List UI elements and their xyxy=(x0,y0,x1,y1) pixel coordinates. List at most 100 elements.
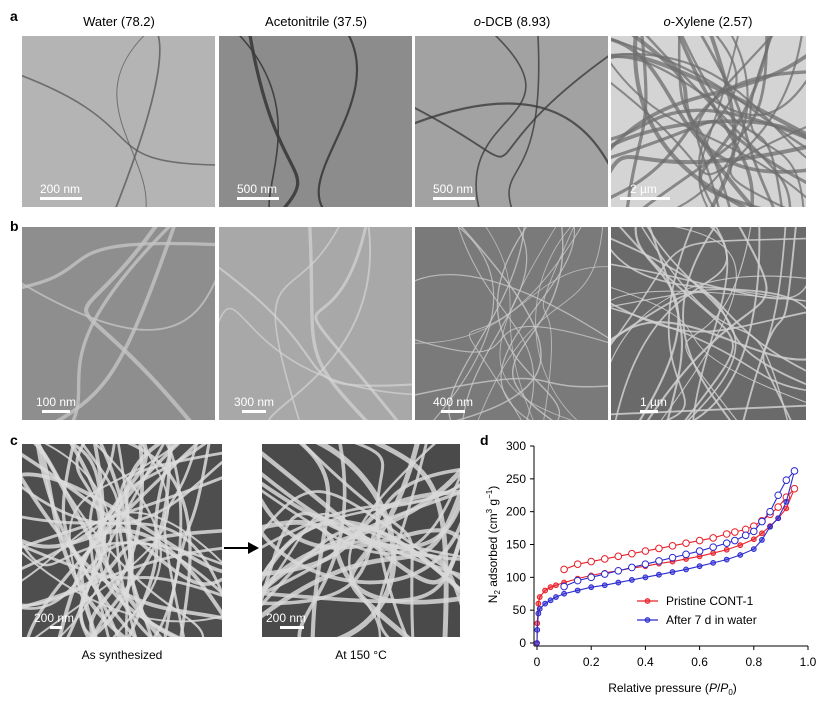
scale-bar-c-as-synthesized: 200 nm xyxy=(34,611,74,629)
series-1-adsorption-point xyxy=(767,523,773,530)
fiber xyxy=(22,241,215,289)
fiber xyxy=(611,145,806,174)
series-0-desorption-point xyxy=(560,565,568,574)
series-1-adsorption-point xyxy=(642,574,649,581)
fiber xyxy=(262,520,460,585)
y-tick-label: 300 xyxy=(506,439,526,453)
panel-label-a: a xyxy=(10,8,18,24)
x-tick-label: 0.6 xyxy=(691,655,708,669)
scale-bar-label: 500 nm xyxy=(433,182,474,196)
fiber xyxy=(742,227,797,420)
series-0-desorption-point xyxy=(641,547,650,555)
fiber xyxy=(348,444,437,637)
fiber xyxy=(79,444,166,637)
series-1-adsorption-point xyxy=(656,571,662,578)
fiber xyxy=(485,227,534,420)
series-0-desorption-point xyxy=(731,528,739,536)
legend-marker xyxy=(644,617,651,623)
fiber xyxy=(475,36,527,207)
series-1-desorption-point xyxy=(766,507,774,516)
fiber xyxy=(634,227,680,420)
series-1-desorption-point xyxy=(731,536,739,545)
isotherm-chart: 0 0.2 0.4 0.6 0.8 1.0 0 50 100 150 200 250 300 Relati… xyxy=(485,439,817,697)
series-1-adsorption-point xyxy=(536,605,543,612)
scale-bar-label: 200 nm xyxy=(266,611,307,625)
fiber xyxy=(94,444,162,637)
fiber xyxy=(262,473,460,555)
fiber xyxy=(468,227,582,420)
panel-label-c: c xyxy=(10,432,18,448)
title-text: -Xylene (2.57) xyxy=(670,14,753,29)
fiber xyxy=(692,227,729,420)
series-1-desorption-point xyxy=(741,531,750,540)
x-tick-label: 0.2 xyxy=(583,655,600,669)
fiber xyxy=(115,36,161,207)
fiber xyxy=(55,227,176,420)
series-0-desorption-point xyxy=(682,539,690,547)
fiber xyxy=(611,288,806,308)
series-0-desorption-point xyxy=(655,544,663,553)
fiber xyxy=(611,55,806,117)
series-1-adsorption-point xyxy=(696,563,703,570)
fiber xyxy=(38,444,205,637)
series-1-desorption-point xyxy=(790,467,799,475)
series-0-adsorption-point xyxy=(535,600,542,607)
sem-image-as-synthesized xyxy=(22,444,222,637)
fiber xyxy=(648,227,684,420)
fiber xyxy=(376,444,428,637)
fiber xyxy=(619,227,734,420)
fiber xyxy=(642,36,769,207)
fiber xyxy=(314,227,399,420)
series-1-desorption-point xyxy=(695,547,704,555)
fiber xyxy=(611,53,806,137)
scale-bar-label: 2 µm xyxy=(630,182,657,196)
fiber xyxy=(691,227,761,420)
scale-bar-label: 200 nm xyxy=(34,611,75,625)
tem-image-acetonitrile xyxy=(219,36,412,207)
series-1-desorption-point xyxy=(758,517,766,526)
series-0-adsorption-point xyxy=(737,542,744,549)
fiber xyxy=(262,519,460,594)
fiber xyxy=(695,36,774,207)
series-0-desorption-point xyxy=(614,552,623,561)
fiber xyxy=(71,227,172,420)
fiber xyxy=(477,227,604,420)
fiber xyxy=(68,444,154,637)
fiber xyxy=(22,460,222,526)
tem-image-odcb xyxy=(415,36,608,207)
y-tick-label: 200 xyxy=(506,505,526,519)
fiber xyxy=(163,444,198,637)
scale-bar-a-odcb: 500 nm xyxy=(433,182,475,200)
series-1-adsorption-point xyxy=(683,566,689,573)
scale-bar-b-oxylene: 1 µm xyxy=(640,395,667,413)
fiber xyxy=(611,37,806,174)
fiber xyxy=(22,546,222,607)
series-1-adsorption-point xyxy=(588,584,595,591)
sem-image-odcb xyxy=(415,227,608,420)
fiber xyxy=(248,36,300,207)
series-0-adsorption-point xyxy=(536,594,543,600)
fiber xyxy=(611,275,806,364)
y-tick-label: 250 xyxy=(506,472,526,486)
fiber xyxy=(98,444,181,637)
caption-as-synthesized: As synthesized xyxy=(81,648,163,662)
fiber xyxy=(681,36,783,207)
x-axis-label: Relative pressure (P/P0) xyxy=(608,681,737,697)
fiber xyxy=(660,227,737,420)
fiber xyxy=(274,227,340,420)
scale-bar-a-water: 200 nm xyxy=(40,182,82,200)
series-0-desorption-point xyxy=(790,484,799,493)
series-1-adsorption-point xyxy=(534,626,541,633)
scale-bar-label: 100 nm xyxy=(36,395,77,409)
fiber xyxy=(611,108,806,141)
sem-image-150c xyxy=(262,444,460,637)
sem-image-oxylene xyxy=(611,227,806,420)
fiber xyxy=(677,36,731,207)
fiber xyxy=(262,481,460,549)
series-0-desorption-point xyxy=(668,542,677,550)
y-tick-label: 150 xyxy=(506,538,526,552)
series-1-desorption-point xyxy=(628,563,636,572)
series-1-adsorption-point xyxy=(783,498,790,505)
series-1-desorption-point xyxy=(722,539,731,547)
